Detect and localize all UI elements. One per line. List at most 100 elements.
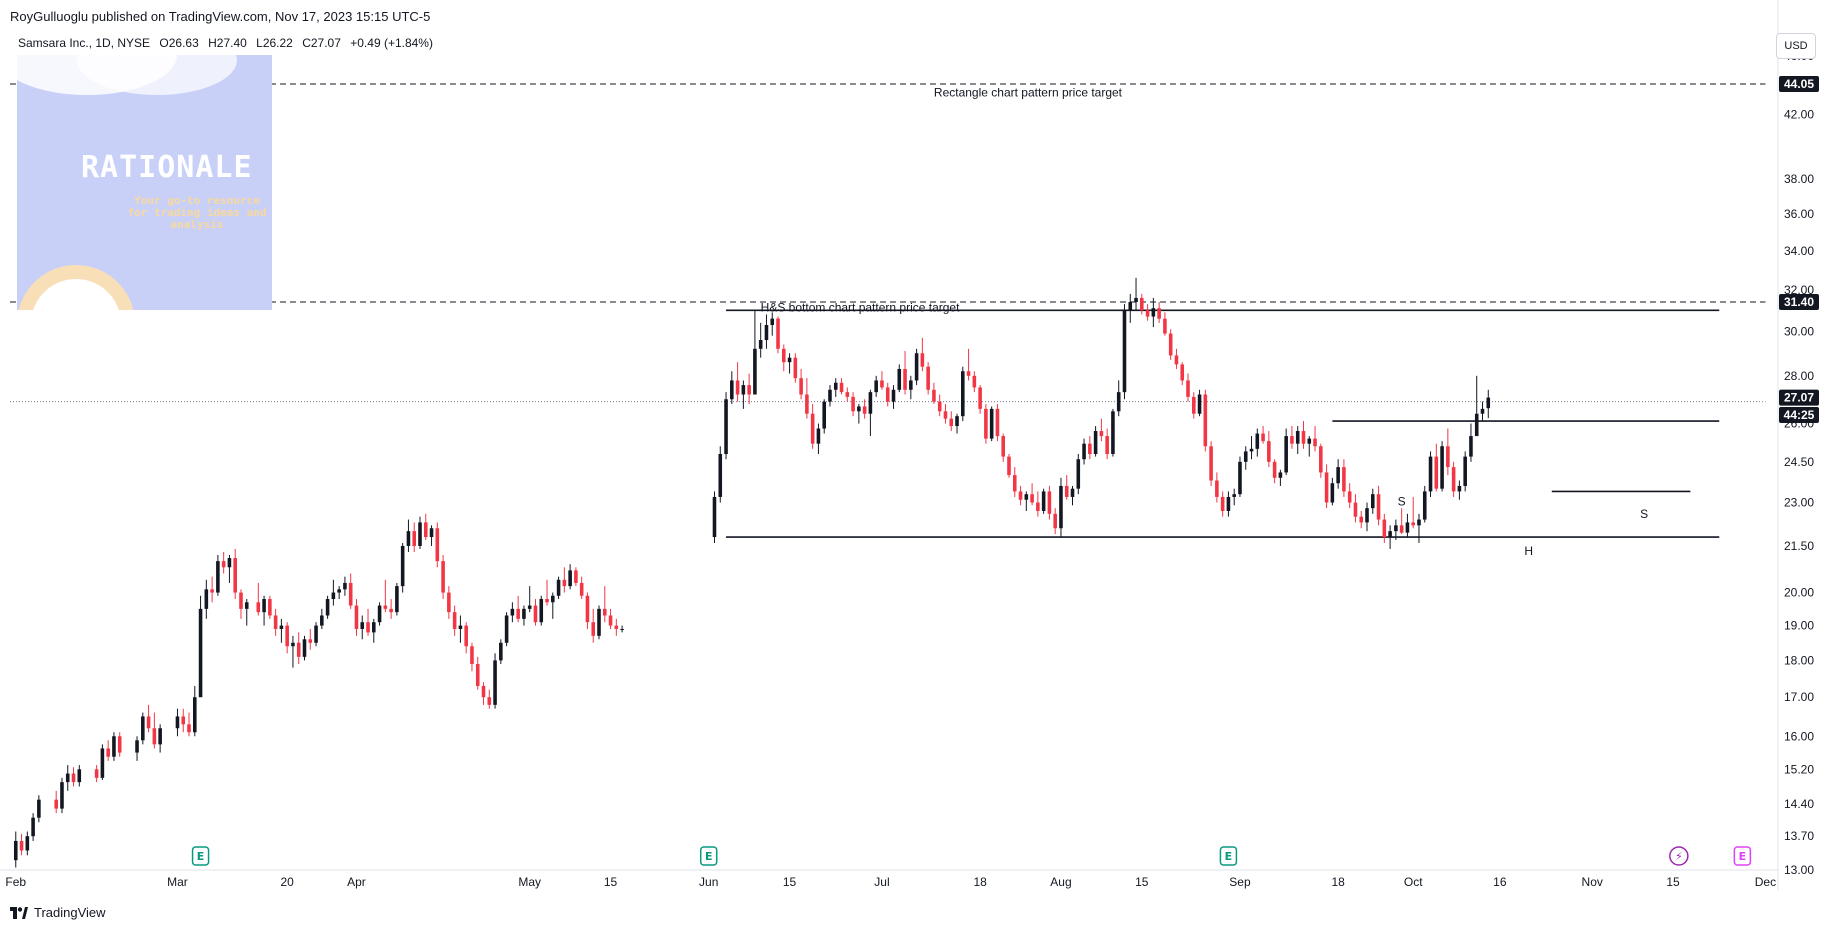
- price-tick-label: 14.40: [1784, 797, 1814, 811]
- candle-body: [556, 579, 561, 596]
- candle-body: [926, 366, 930, 390]
- price-tick-label: 42.00: [1784, 108, 1814, 122]
- candle-body: [152, 728, 157, 745]
- candle-body: [845, 392, 850, 397]
- candle-body: [753, 348, 757, 395]
- candle-body: [360, 622, 365, 629]
- low-value: L26.22: [256, 36, 293, 50]
- chart-annotation: H&S bottom chart pattern price target: [761, 300, 960, 314]
- candle-body: [314, 625, 318, 643]
- candle-body: [758, 340, 763, 349]
- candle-up: [100, 744, 105, 780]
- candle-down: [296, 632, 301, 664]
- candle-body: [1324, 472, 1329, 503]
- candle-up: [857, 404, 861, 424]
- candle-body: [1128, 302, 1133, 311]
- candle-body: [244, 602, 249, 609]
- candle-down: [412, 522, 417, 552]
- candle-body: [400, 545, 405, 587]
- candle-down: [903, 351, 907, 395]
- time-tick-label: 16: [1493, 875, 1507, 889]
- candle-body: [527, 605, 532, 609]
- candle-body: [1186, 380, 1190, 397]
- candle-body: [1267, 441, 1271, 462]
- candle-up: [961, 366, 965, 422]
- candle-body: [602, 608, 607, 616]
- candle-body: [158, 728, 162, 745]
- candle-down: [1342, 459, 1346, 497]
- candle-down: [354, 599, 359, 636]
- candle-body: [862, 406, 867, 414]
- candle-up: [331, 579, 336, 606]
- candle-body: [94, 769, 99, 778]
- candle-body: [880, 380, 884, 388]
- candle-down: [943, 404, 948, 424]
- event-marker[interactable]: E: [699, 846, 718, 866]
- candle-down: [810, 404, 815, 449]
- time-tick-label: Apr: [347, 875, 366, 889]
- chart-annotation: S: [1398, 494, 1406, 508]
- candle-body: [787, 357, 792, 363]
- time-tick-label: Aug: [1050, 875, 1071, 889]
- candle-down: [187, 712, 191, 737]
- candle-body: [920, 353, 925, 367]
- candle-up: [758, 322, 763, 358]
- candle-body: [799, 378, 803, 395]
- earnings-icon: [191, 846, 210, 866]
- candle-down: [920, 337, 925, 372]
- candle-body: [1417, 519, 1421, 526]
- candle-body: [851, 396, 855, 412]
- candle-up: [568, 564, 572, 590]
- candle-up: [1197, 389, 1202, 417]
- candle-body: [857, 406, 861, 412]
- candle-down: [1451, 461, 1456, 497]
- candle-body: [71, 773, 76, 783]
- time-tick-label: May: [518, 875, 541, 889]
- symbol-name[interactable]: Samsara Inc., 1D, NYSE: [18, 36, 151, 50]
- candle-body: [1163, 318, 1167, 334]
- candle-body: [833, 382, 838, 390]
- candle-down: [94, 765, 99, 783]
- dividend-marker[interactable]: E: [1733, 846, 1752, 866]
- candle-up: [192, 685, 197, 737]
- candle-body: [406, 531, 411, 546]
- candle-up: [504, 612, 509, 647]
- candle-down: [1064, 475, 1069, 500]
- candle-down: [1359, 510, 1364, 529]
- candle-down: [1191, 392, 1196, 419]
- event-marker[interactable]: E: [191, 846, 210, 866]
- price-tick-label: 13.70: [1784, 829, 1814, 843]
- flash-marker[interactable]: ⚡: [1669, 846, 1689, 866]
- candle-down: [1446, 428, 1450, 476]
- candle-down: [885, 382, 890, 407]
- candle-body: [1030, 494, 1034, 503]
- price-label-bg: [1779, 406, 1819, 423]
- price-tick-label: 36.00: [1784, 207, 1814, 221]
- footer-brand[interactable]: TradingView: [10, 905, 106, 920]
- candle-body: [1145, 310, 1150, 317]
- candle-body: [1301, 431, 1306, 444]
- price-label-text: 44:25: [1784, 408, 1815, 422]
- candle-up: [556, 576, 561, 600]
- candle-body: [1463, 456, 1467, 486]
- time-tick-label: Oct: [1404, 875, 1423, 889]
- candle-body: [504, 615, 509, 643]
- candle-up: [1422, 485, 1427, 523]
- candle-down: [735, 362, 740, 402]
- high-value: H27.40: [208, 36, 247, 50]
- candle-up: [1128, 293, 1133, 323]
- currency-unit-button[interactable]: USD: [1776, 33, 1816, 59]
- event-marker[interactable]: E: [1219, 846, 1238, 866]
- candle-up: [291, 635, 295, 668]
- candle-body: [874, 380, 878, 393]
- candle-body: [117, 736, 122, 753]
- candle-up: [141, 712, 145, 745]
- candle-body: [1249, 448, 1254, 452]
- candle-down: [533, 599, 538, 626]
- candle-up: [1284, 428, 1288, 476]
- candle-body: [1422, 491, 1427, 520]
- candle-down: [1267, 431, 1271, 468]
- candle-up: [822, 399, 826, 434]
- candle-down: [117, 732, 122, 757]
